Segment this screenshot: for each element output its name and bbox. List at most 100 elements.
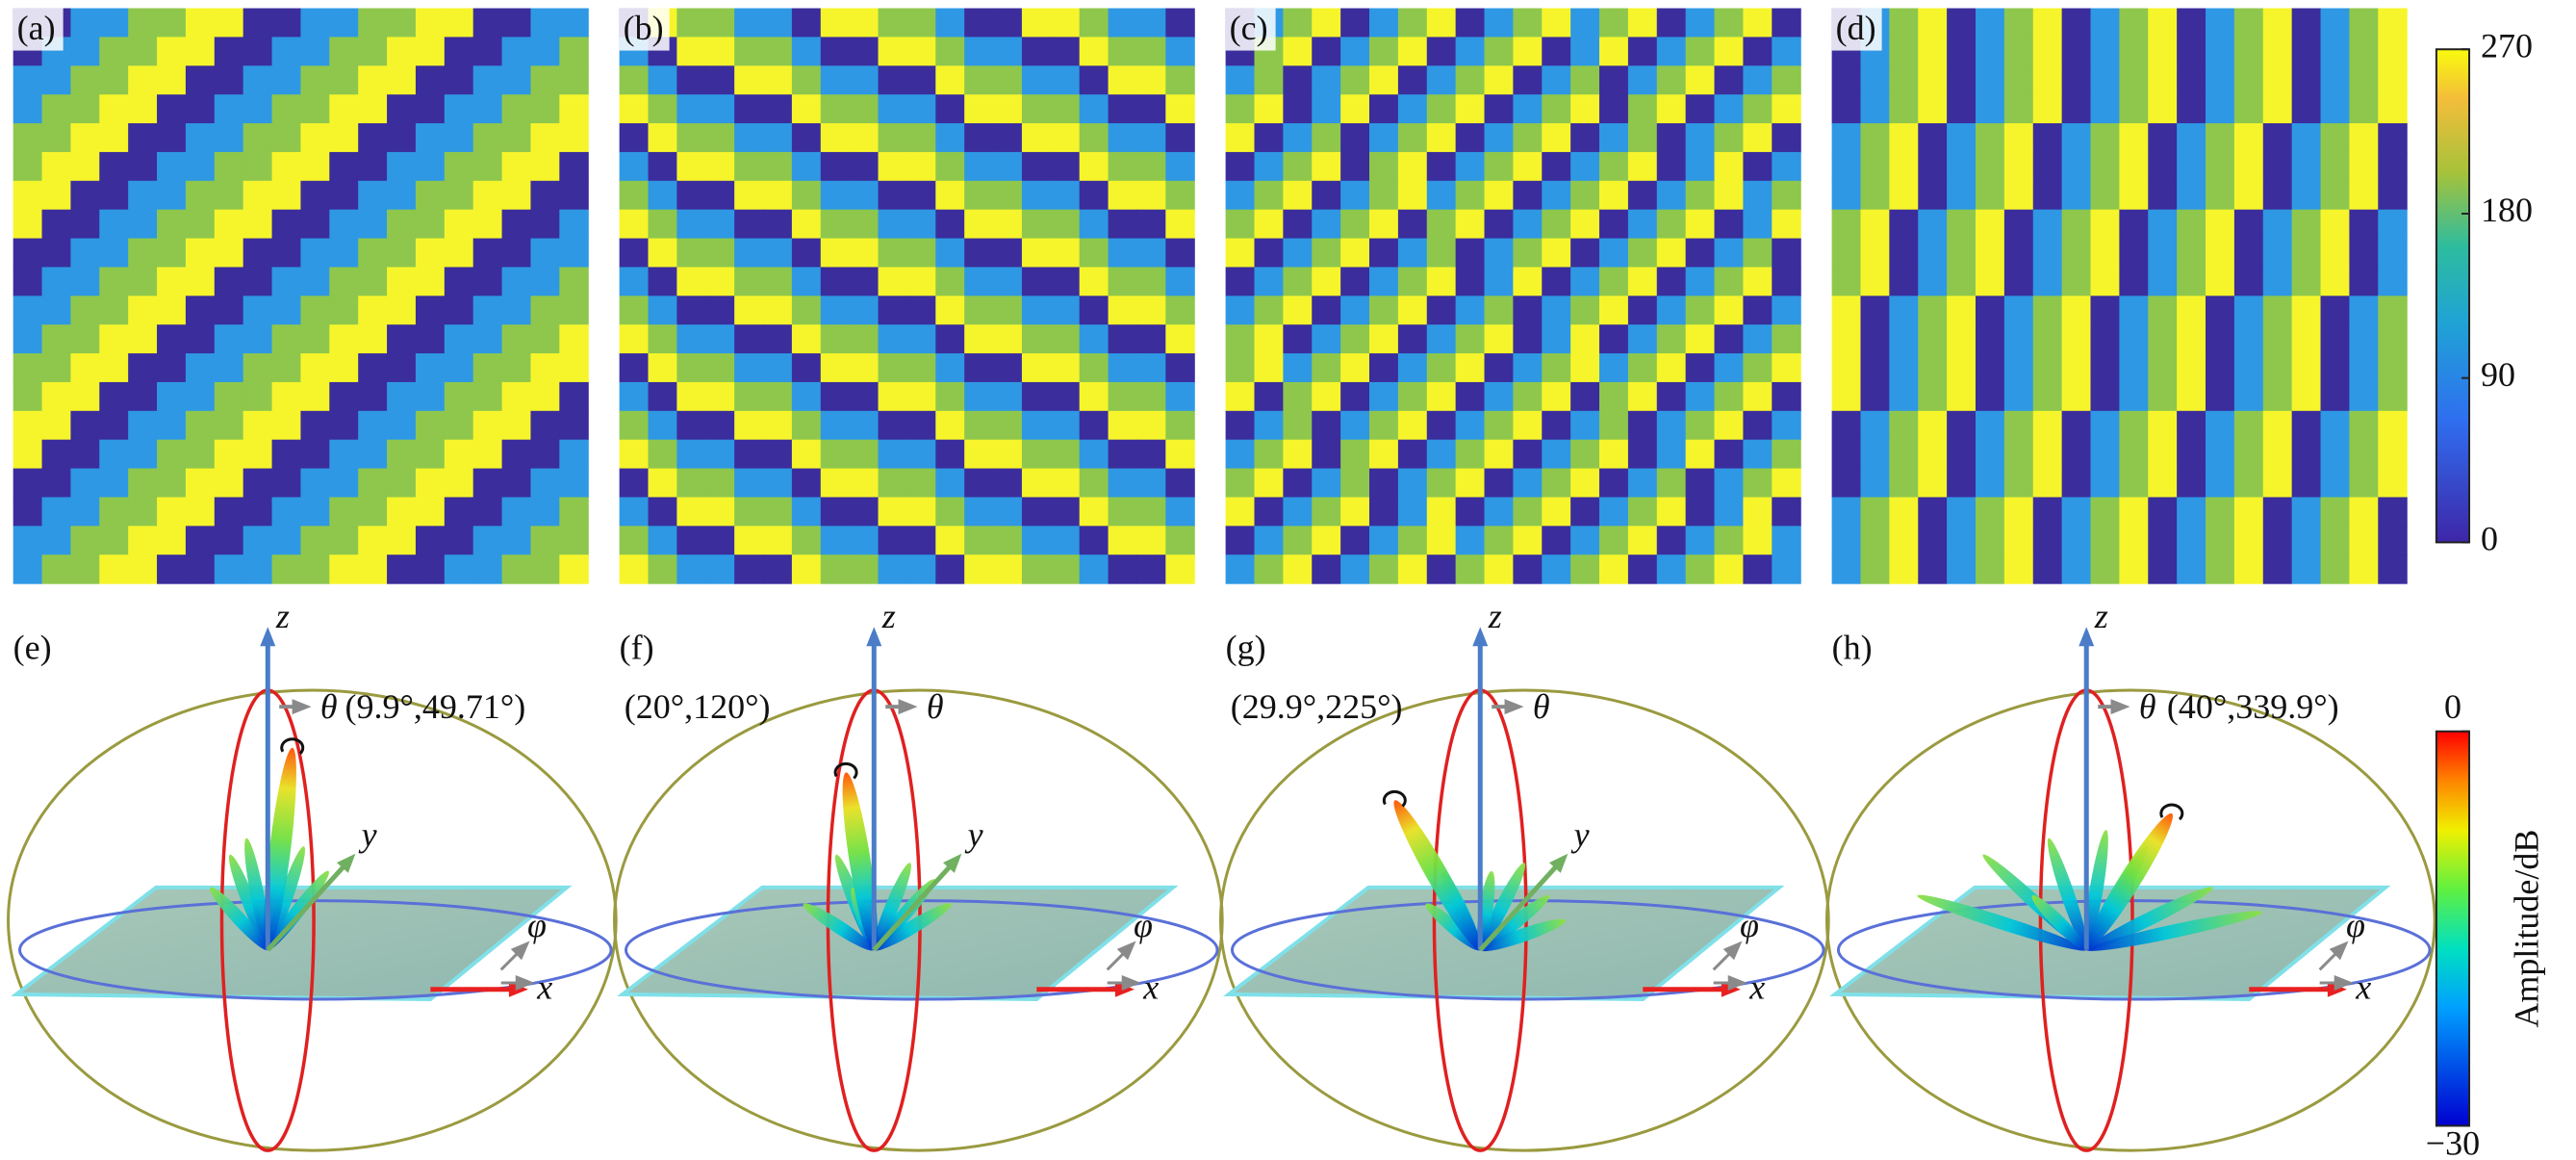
coding-cell [415,410,446,441]
coding-cell [2032,238,2063,269]
coding-cell [415,238,446,269]
coding-cell [1484,94,1514,124]
coding-cell [1918,410,1948,441]
coding-cell [1918,238,1948,269]
coding-cell [964,123,994,153]
coding-cell [2233,439,2264,470]
coding-cell [676,8,706,39]
coding-cell [387,526,417,555]
coding-cell [128,151,158,182]
coding-cell [501,497,532,527]
coding-cell [1975,497,2005,527]
coding-cell [1426,296,1457,325]
coding-cell [185,296,216,325]
coding-cell [128,410,158,441]
coding-cell [559,123,589,153]
coding-cell [300,381,330,412]
coding-cell [1283,209,1313,240]
coding-cell [2349,410,2379,441]
coding-cell [2032,324,2063,354]
coding-cell [705,65,735,95]
coding-cell [1772,554,1801,584]
coding-cell [1021,353,1052,383]
coding-cell [791,65,822,95]
coding-cell [1513,238,1543,269]
coding-cell [993,267,1023,296]
coding-cell [157,209,187,240]
coding-cell [530,267,560,296]
coding-cell [329,123,359,153]
coding-cell [1714,526,1745,555]
coding-cell [2378,497,2408,527]
coding-cell [2320,37,2350,66]
coding-cell [2177,8,2206,39]
coding-cell [2061,554,2092,584]
coding-cell [99,526,129,555]
coding-cell [2206,180,2235,211]
coding-cell [1165,296,1195,325]
coding-cell [2206,94,2235,124]
coding-cell [1918,324,1948,354]
coding-cell [329,324,359,354]
panel-label: (f) [620,628,654,666]
coding-cell [2206,381,2235,412]
coding-cell [820,381,851,412]
arrow-head [508,981,528,997]
coding-cell [1743,410,1773,441]
coding-cell [387,410,417,441]
coding-cell [763,324,793,354]
coding-cell [2177,123,2206,153]
coding-cell [849,8,880,39]
coding-cell [472,381,503,412]
coding-cell [1136,410,1166,441]
coding-cell [935,267,965,296]
coding-cell [1772,65,1801,95]
coding-cell [1369,381,1399,412]
coding-cell [1484,497,1514,527]
coding-cell [1455,410,1486,441]
coding-cell [676,381,706,412]
coding-cell [501,410,532,441]
coding-cell [964,353,994,383]
coding-cell [820,151,851,182]
coding-cell [2349,238,2379,269]
coding-cell [1542,296,1571,325]
coding-cell [1484,381,1514,412]
coding-cell [271,296,302,325]
coding-cell [1426,554,1457,584]
coding-cell [820,410,851,441]
coding-cell [2291,209,2322,240]
coding-cell [648,65,677,95]
coding-cell [99,65,129,95]
coding-cell [2262,37,2293,66]
coding-cell [501,8,532,39]
coding-cell [2090,410,2120,441]
coding-cell [501,65,532,95]
coding-cell [676,554,706,584]
coding-cell [1165,497,1195,527]
coding-cell [820,65,851,95]
coding-cell [1542,123,1571,153]
coding-cell [2262,526,2293,555]
coding-cell [2032,267,2063,296]
coding-cell [1484,468,1514,499]
coding-cell [1050,180,1081,211]
coding-cell [906,381,936,412]
coding-cell [242,123,273,153]
coding-cell [1225,238,1256,269]
coding-cell [791,439,822,470]
coding-cell [415,439,446,470]
coding-cell [1050,353,1081,383]
coding-cell [157,123,187,153]
coding-cell [2233,526,2264,555]
coding-cell [41,324,72,354]
coding-cell [99,123,129,153]
coding-cell [2291,180,2322,211]
coding-cell [472,296,503,325]
coding-cell [1542,497,1571,527]
coding-cell [964,94,994,124]
coding-cell [530,180,560,211]
coding-cell [99,37,129,66]
coding-cell [619,353,650,383]
coding-cell [157,324,187,354]
